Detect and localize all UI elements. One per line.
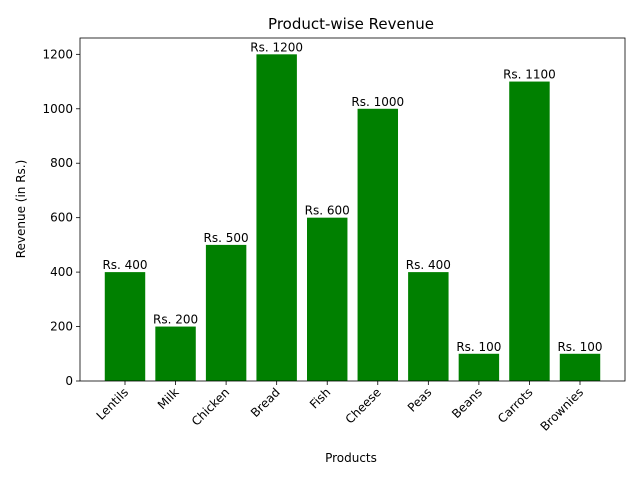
chart-title: Product-wise Revenue xyxy=(268,15,434,33)
bar-data-label: Rs. 400 xyxy=(102,258,147,272)
bar xyxy=(155,326,196,381)
y-tick-label: 800 xyxy=(50,156,73,170)
x-axis-label: Products xyxy=(325,451,377,465)
y-tick-label: 400 xyxy=(50,265,73,279)
bar xyxy=(104,272,146,381)
bar xyxy=(307,217,348,381)
y-axis-label: Revenue (in Rs.) xyxy=(14,160,28,259)
bar-data-label: Rs. 400 xyxy=(406,258,451,272)
axes-frame xyxy=(79,37,626,382)
bar xyxy=(559,353,601,381)
bar-data-label: Rs. 100 xyxy=(557,340,602,354)
bar-data-label: Rs. 100 xyxy=(456,340,501,354)
bar-data-label: Rs. 200 xyxy=(153,313,198,327)
y-tick-label: 200 xyxy=(50,320,73,334)
bar xyxy=(509,81,550,381)
bar xyxy=(205,244,247,381)
y-tick-label: 1000 xyxy=(42,102,73,116)
bar xyxy=(256,54,297,381)
bar xyxy=(357,108,399,381)
y-tick-label: 0 xyxy=(65,374,73,388)
bar-data-label: Rs. 600 xyxy=(305,204,350,218)
bar-data-label: Rs. 500 xyxy=(204,231,249,245)
bar-data-label: Rs. 1200 xyxy=(250,40,303,54)
bar xyxy=(458,353,500,381)
y-tick-label: 1200 xyxy=(42,47,73,61)
bar-data-label: Rs. 1100 xyxy=(503,68,556,82)
bar-data-label: Rs. 1000 xyxy=(351,95,404,109)
y-tick-label: 600 xyxy=(50,211,73,225)
bar xyxy=(408,272,449,381)
